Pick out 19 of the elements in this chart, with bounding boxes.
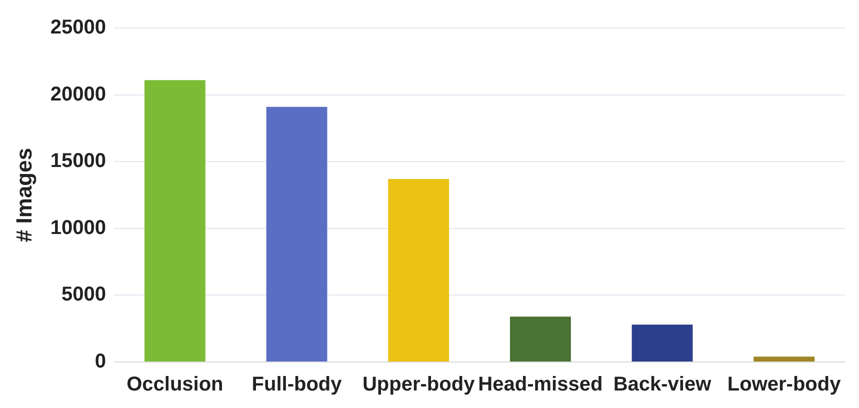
bar	[388, 178, 450, 362]
x-tick-label: Lower-body	[727, 374, 842, 396]
x-tick-label: Back-view	[613, 374, 712, 396]
y-tick-label: 25000	[50, 16, 106, 39]
y-axis-title: # Images	[11, 148, 36, 242]
y-tick-label: 20000	[50, 83, 106, 106]
x-tick-label: Full-body	[252, 374, 343, 396]
bar	[754, 356, 815, 362]
x-tick-label: Head-missed	[478, 374, 603, 396]
bar	[266, 106, 328, 362]
y-tick-label: 10000	[50, 216, 106, 239]
bar	[144, 80, 206, 362]
x-tick-label: Occlusion	[126, 374, 224, 396]
x-tick-label: Upper-body	[362, 374, 476, 396]
bar	[510, 316, 571, 362]
bar	[632, 324, 693, 362]
y-tick-label: 5000	[62, 284, 106, 306]
y-tick-label: 0	[94, 350, 106, 373]
y-tick-label: 15000	[50, 150, 106, 172]
